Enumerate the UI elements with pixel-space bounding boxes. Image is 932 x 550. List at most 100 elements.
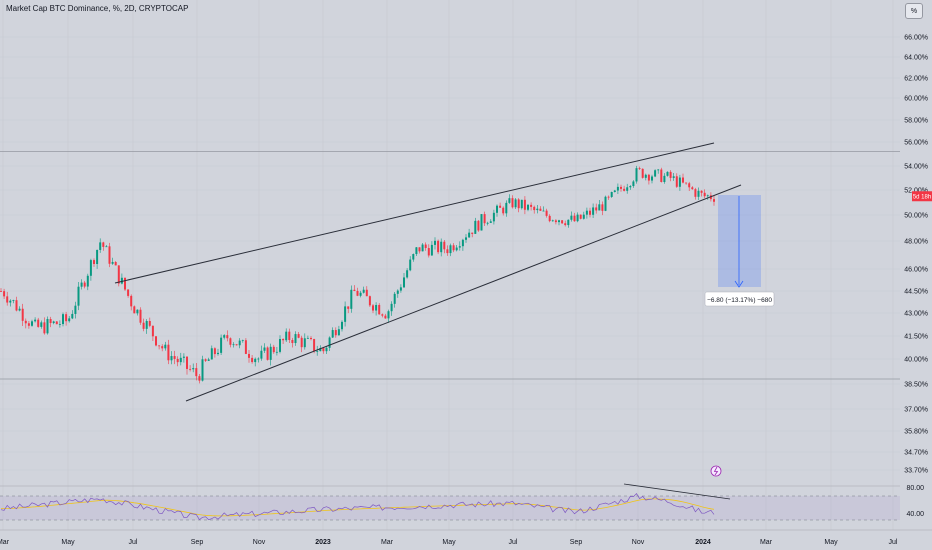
candle-body-129 bbox=[399, 287, 402, 291]
candle-body-196 bbox=[607, 196, 610, 198]
price-tick-5: 56.00% bbox=[904, 140, 928, 147]
price-tick-15: 38.50% bbox=[904, 382, 928, 389]
candle-body-15 bbox=[46, 319, 49, 334]
candle-body-50 bbox=[155, 336, 157, 346]
candle-body-117 bbox=[362, 289, 365, 293]
candle-body-201 bbox=[623, 188, 626, 191]
candle-body-46 bbox=[142, 322, 145, 329]
candle-body-41 bbox=[127, 289, 130, 296]
candle-body-12 bbox=[37, 319, 40, 327]
candle-body-226 bbox=[700, 190, 703, 193]
candle-body-121 bbox=[375, 304, 378, 311]
time-axis[interactable]: Mar May Jul Sep Nov 2023 Mar May Jul Sep Nov 2024 Ma… bbox=[0, 529, 932, 546]
candle-body-141 bbox=[437, 240, 440, 253]
rsi-tick-0: 80.00 bbox=[906, 485, 924, 492]
candle-body-193 bbox=[598, 204, 601, 211]
candle-body-174 bbox=[539, 208, 542, 211]
candle-body-75 bbox=[232, 344, 235, 346]
candle-body-210 bbox=[651, 176, 653, 181]
candle-body-213 bbox=[660, 169, 663, 182]
chart-grid bbox=[0, 0, 900, 530]
last-price-label: 5d 18h bbox=[913, 195, 931, 201]
candle-body-192 bbox=[595, 207, 598, 211]
price-axis-bg bbox=[900, 0, 932, 530]
candle-body-132 bbox=[409, 259, 412, 271]
candle-body-106 bbox=[328, 337, 331, 348]
candle-body-38 bbox=[117, 265, 120, 284]
candle-body-207 bbox=[641, 168, 644, 178]
candle-body-149 bbox=[461, 239, 464, 247]
candle-body-103 bbox=[319, 348, 322, 352]
candle-body-176 bbox=[545, 210, 548, 216]
candle-body-39 bbox=[120, 277, 123, 284]
candle-body-142 bbox=[440, 241, 443, 253]
candle-body-62 bbox=[192, 368, 195, 370]
price-tick-19: 33.70% bbox=[904, 468, 928, 475]
candle-body-115 bbox=[356, 290, 359, 296]
measure-tool[interactable]: −6.80 (−13.17%) −680 bbox=[704, 195, 775, 307]
candle-body-158 bbox=[489, 221, 492, 223]
candle-body-199 bbox=[616, 186, 619, 191]
candle-body-220 bbox=[682, 177, 684, 183]
candle-body-34 bbox=[105, 246, 108, 248]
candle-body-166 bbox=[514, 199, 517, 208]
candle-body-186 bbox=[576, 214, 579, 222]
candle-body-16 bbox=[49, 319, 52, 324]
candle-body-135 bbox=[418, 247, 421, 252]
candle-body-195 bbox=[604, 196, 607, 211]
candle-body-90 bbox=[279, 339, 281, 352]
candle-body-181 bbox=[561, 220, 564, 224]
rsi-tick-1: 40.00 bbox=[906, 511, 924, 518]
candle-body-9 bbox=[27, 323, 30, 326]
time-tick-1: May bbox=[61, 539, 75, 546]
candle-body-126 bbox=[390, 303, 393, 312]
candle-body-57 bbox=[176, 358, 179, 363]
candle-body-165 bbox=[511, 198, 514, 208]
candle-body-53 bbox=[164, 344, 167, 349]
candle-body-204 bbox=[632, 181, 635, 187]
candle-body-4 bbox=[12, 300, 15, 301]
candle-body-43 bbox=[133, 306, 136, 314]
candle-body-168 bbox=[520, 199, 523, 209]
candle-body-56 bbox=[173, 356, 176, 359]
candle-body-221 bbox=[685, 182, 688, 184]
candle-body-10 bbox=[31, 321, 33, 326]
measure-arrow-head bbox=[734, 280, 744, 288]
candle-body-58 bbox=[179, 357, 182, 363]
candle-body-105 bbox=[325, 347, 328, 352]
candle-body-72 bbox=[223, 335, 226, 338]
candle-body-185 bbox=[573, 215, 576, 222]
candle-body-138 bbox=[427, 248, 430, 256]
candle-body-177 bbox=[548, 215, 551, 222]
candle-body-179 bbox=[554, 220, 557, 223]
candle-body-54 bbox=[167, 344, 170, 361]
candle-body-21 bbox=[65, 314, 68, 322]
candle-body-71 bbox=[220, 337, 223, 353]
candle-body-69 bbox=[213, 348, 216, 355]
candle-body-77 bbox=[238, 340, 241, 346]
candle-body-76 bbox=[235, 344, 238, 346]
candle-body-148 bbox=[458, 246, 461, 248]
candle-body-59 bbox=[182, 356, 185, 358]
price-tick-8: 50.00% bbox=[904, 213, 928, 220]
candle-body-190 bbox=[589, 210, 591, 215]
price-axis[interactable]: 66.00% 64.00% 62.00% 60.00% 58.00% 56.00% 54.0… bbox=[900, 0, 932, 530]
candle-body-108 bbox=[334, 330, 337, 336]
candle-body-219 bbox=[678, 177, 681, 187]
candle-body-94 bbox=[291, 339, 294, 344]
candle-body-99 bbox=[306, 337, 309, 339]
candle-body-26 bbox=[80, 282, 83, 287]
price-tick-12: 43.00% bbox=[904, 311, 928, 318]
candle-body-197 bbox=[610, 192, 613, 197]
candle-body-35 bbox=[108, 246, 111, 264]
candle-body-208 bbox=[644, 174, 647, 178]
candle-body-206 bbox=[638, 168, 641, 169]
chart-overlays bbox=[710, 465, 722, 477]
candle-body-136 bbox=[421, 244, 424, 252]
trendlines[interactable] bbox=[114, 142, 742, 402]
candle-body-40 bbox=[124, 277, 126, 290]
percent-scale-button[interactable]: % bbox=[905, 3, 923, 19]
candle-body-123 bbox=[381, 314, 384, 316]
candle-body-97 bbox=[300, 337, 303, 348]
